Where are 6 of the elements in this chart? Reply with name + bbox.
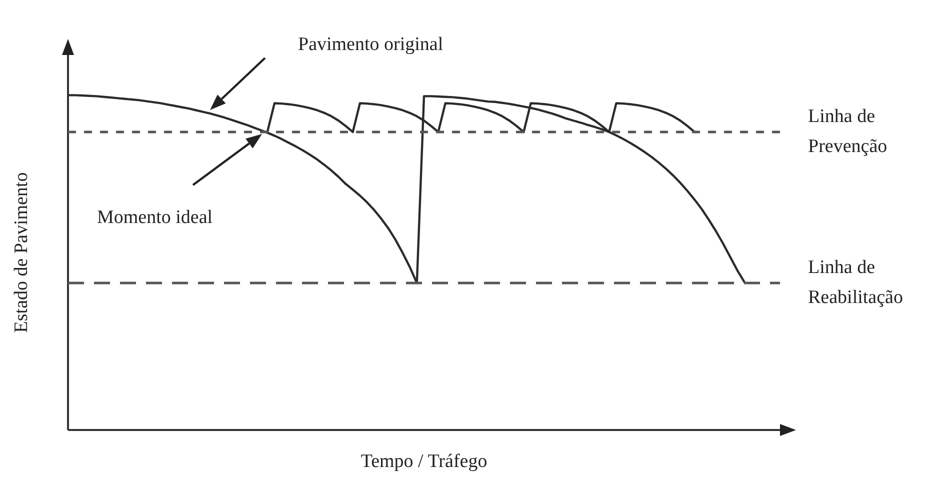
ref-line-label: Linha de Reabilitação bbox=[808, 257, 903, 308]
y-axis-title: Estado de Pavimento bbox=[10, 172, 32, 333]
annotation: Momento ideal bbox=[97, 206, 213, 228]
text: Pavimento original bbox=[298, 34, 444, 55]
ref-line-label: Linha de Prevenção bbox=[808, 106, 888, 157]
x-axis-title: Tempo / Tráfego bbox=[360, 450, 488, 472]
